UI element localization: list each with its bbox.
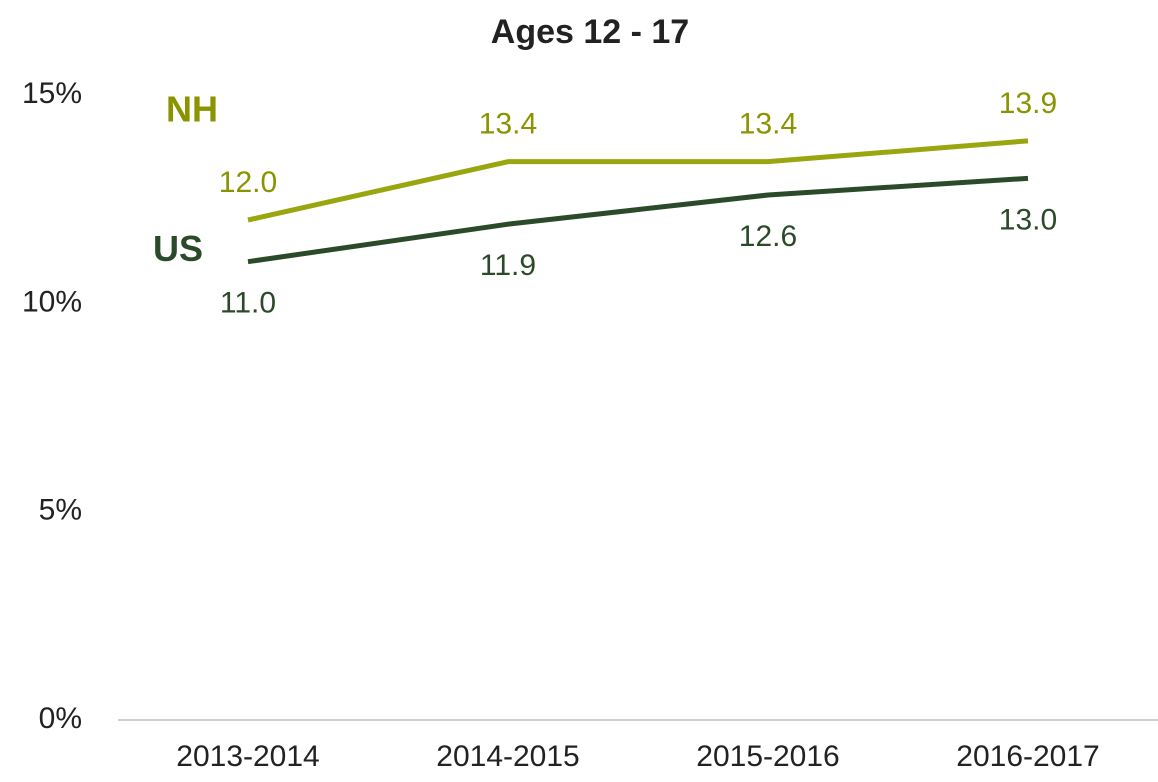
data-label: 13.9 — [999, 87, 1057, 120]
data-label: 13.4 — [739, 108, 797, 141]
y-tick-label: 0% — [39, 702, 82, 735]
data-label: 13.4 — [479, 108, 537, 141]
y-tick-label: 15% — [22, 77, 82, 110]
series-line — [247, 175, 1029, 265]
x-tick-label: 2015-2016 — [696, 740, 839, 773]
y-tick-label: 5% — [39, 494, 82, 527]
data-label: 12.0 — [219, 166, 277, 199]
y-tick-label: 10% — [22, 285, 82, 318]
x-tick-label: 2014-2015 — [436, 740, 579, 773]
x-tick-label: 2016-2017 — [956, 740, 1099, 773]
data-label: 11.9 — [480, 249, 536, 282]
data-label: 13.0 — [999, 203, 1057, 236]
data-label: 12.6 — [739, 220, 797, 253]
legend-label: NH — [166, 89, 218, 130]
x-tick-label: 2013-2014 — [176, 740, 319, 773]
data-label: 11.0 — [220, 287, 276, 320]
chart-title: Ages 12 - 17 — [491, 13, 689, 51]
series-line — [247, 138, 1029, 223]
legend-label: US — [153, 228, 203, 269]
